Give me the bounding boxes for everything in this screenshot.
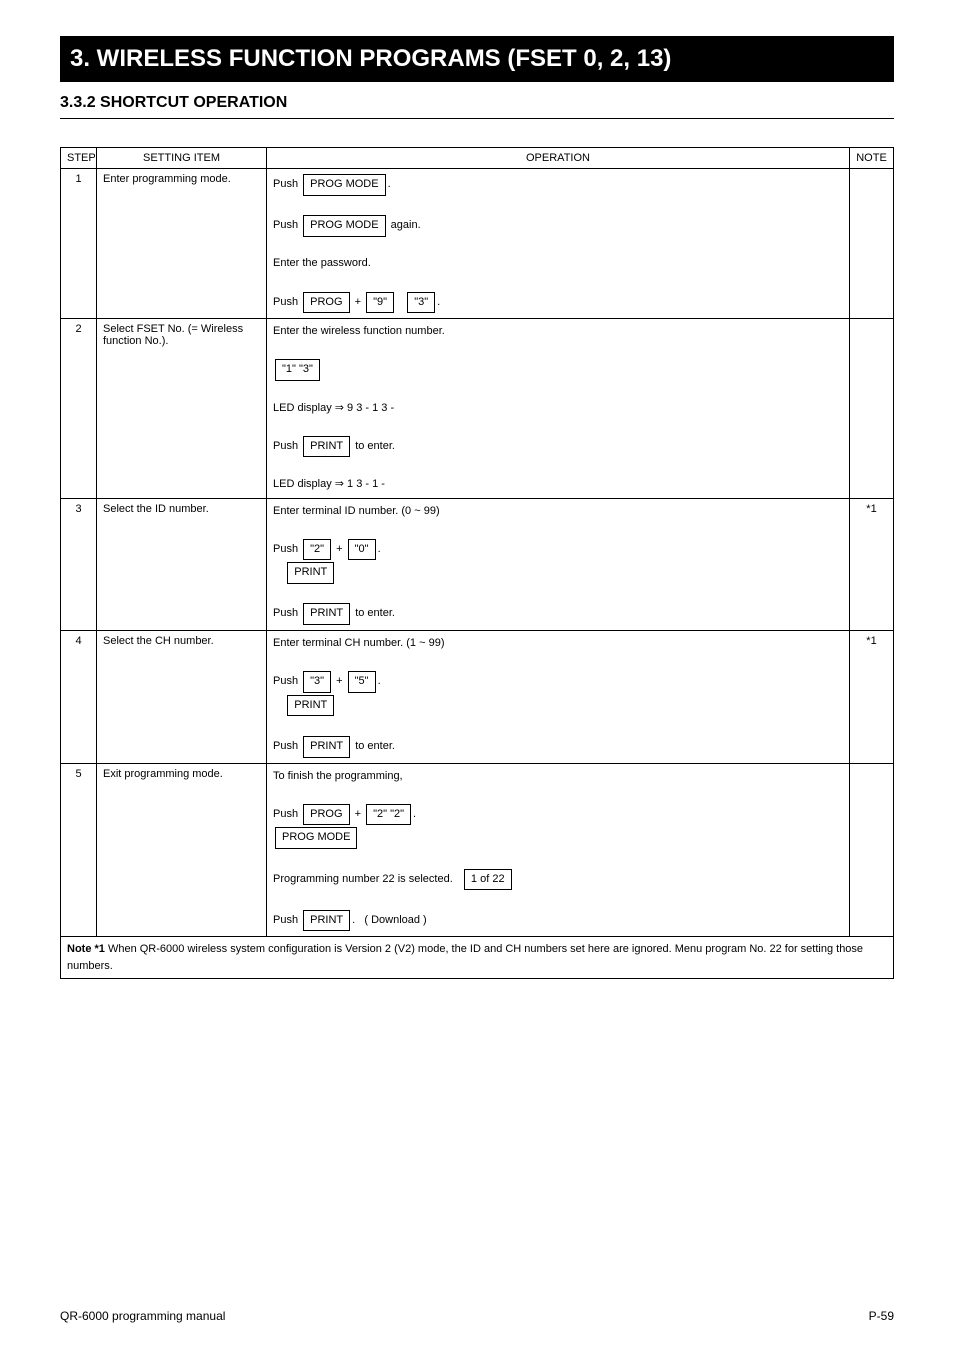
table-row: 2Select FSET No. (= Wireless function No… (61, 319, 894, 498)
cell-op: Enter terminal ID number. (0 ~ 99)Push "… (267, 498, 850, 631)
page-footer: QR-6000 programming manual P-59 (0, 1309, 954, 1323)
col-note: NOTE (850, 148, 894, 169)
cell-step: 4 (61, 631, 97, 764)
footer-right: P-59 (869, 1309, 894, 1323)
cell-note: *1 (850, 498, 894, 631)
cell-item: Enter programming mode. (97, 169, 267, 319)
cell-note: *1 (850, 631, 894, 764)
cell-op: To finish the programming,Push PROG + "2… (267, 763, 850, 937)
col-item: SETTING ITEM (97, 148, 267, 169)
cell-step: 5 (61, 763, 97, 937)
cell-note (850, 319, 894, 498)
footer-left: QR-6000 programming manual (60, 1309, 225, 1323)
table-row: 4Select the CH number.Enter terminal CH … (61, 631, 894, 764)
cell-step: 1 (61, 169, 97, 319)
cell-note (850, 763, 894, 937)
cell-step: 3 (61, 498, 97, 631)
col-step: STEP (61, 148, 97, 169)
cell-item: Select the CH number. (97, 631, 267, 764)
table-row: 3Select the ID number.Enter terminal ID … (61, 498, 894, 631)
table-row: 5Exit programming mode.To finish the pro… (61, 763, 894, 937)
col-op: OPERATION (267, 148, 850, 169)
cell-item: Exit programming mode. (97, 763, 267, 937)
section-banner: 3. WIRELESS FUNCTION PROGRAMS (FSET 0, 2… (60, 36, 894, 82)
procedure-table: STEP SETTING ITEM OPERATION NOTE 1Enter … (60, 147, 894, 979)
note-row: Note *1 When QR-6000 wireless system con… (61, 937, 894, 979)
cell-step: 2 (61, 319, 97, 498)
cell-item: Select the ID number. (97, 498, 267, 631)
cell-op: Enter the wireless function number."1" "… (267, 319, 850, 498)
cell-item: Select FSET No. (= Wireless function No.… (97, 319, 267, 498)
table-header-row: STEP SETTING ITEM OPERATION NOTE (61, 148, 894, 169)
table-row: 1Enter programming mode.Push PROG MODE.P… (61, 169, 894, 319)
note-cell: Note *1 When QR-6000 wireless system con… (61, 937, 894, 979)
subsection-heading: 3.3.2 SHORTCUT OPERATION (60, 94, 894, 119)
cell-op: Push PROG MODE.Push PROG MODE again.Ente… (267, 169, 850, 319)
cell-op: Enter terminal CH number. (1 ~ 99)Push "… (267, 631, 850, 764)
cell-note (850, 169, 894, 319)
